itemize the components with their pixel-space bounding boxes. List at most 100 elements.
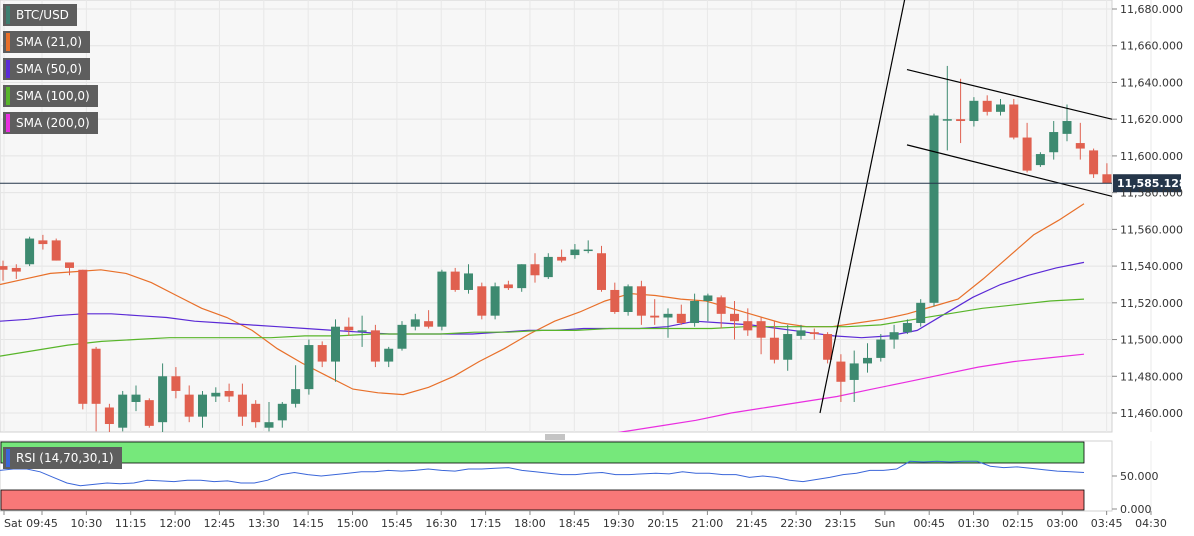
candle-body [1075, 143, 1085, 149]
candle-body [969, 100, 979, 122]
rsi-legend-item[interactable]: RSI (14,70,30,1) [3, 447, 122, 469]
candle-body [118, 394, 128, 428]
candle [996, 98, 1005, 116]
price-tick-label: 11,480.000 [1120, 370, 1183, 383]
rsi-line [0, 460, 1085, 487]
legend: BTC/USD SMA (21,0) SMA (50,0) SMA (100,0… [3, 4, 98, 139]
time-tick-label: 10:30 [71, 517, 103, 530]
time-tick-label: 02:15 [1002, 517, 1034, 530]
legend-item-btc-usd[interactable]: BTC/USD [3, 4, 77, 26]
legend-label: SMA (21,0) [16, 35, 83, 49]
candle [131, 385, 141, 412]
candle-body [730, 313, 739, 322]
time-tick-label: 04:30 [1135, 517, 1167, 530]
candle-body [863, 357, 872, 364]
candle-body [956, 119, 966, 122]
time-tick-label: 17:15 [470, 517, 502, 530]
legend-item-sma-21[interactable]: SMA (21,0) [3, 31, 91, 53]
candle-body [1022, 137, 1032, 171]
price-tick-label: 11,520.000 [1120, 297, 1183, 310]
candle [1049, 121, 1059, 160]
time-tick-label: 20:15 [647, 517, 679, 530]
legend-item-sma-50[interactable]: SMA (50,0) [3, 58, 91, 80]
candle [1022, 122, 1032, 173]
price-tick-label: 11,660.000 [1120, 40, 1183, 53]
legend-swatch [6, 114, 10, 132]
time-tick-label: 11:15 [115, 517, 147, 530]
time-tick-label: 00:45 [913, 517, 945, 530]
price-tick-label: 11,560.000 [1120, 223, 1183, 236]
candle [211, 387, 221, 402]
time-tick-label: 09:45 [26, 517, 58, 530]
candle-body [942, 119, 952, 121]
candle [424, 310, 434, 329]
panel-resize-handle[interactable] [545, 434, 565, 440]
candle [1009, 98, 1019, 140]
last-price-tag [1113, 174, 1181, 193]
candle [437, 269, 447, 331]
legend-swatch [6, 60, 10, 78]
price-tick-label: 11,460.000 [1120, 407, 1183, 420]
candle [623, 284, 633, 316]
candle [636, 280, 646, 325]
candle-body [65, 262, 74, 268]
candle [929, 113, 939, 307]
flagpole-line [819, 0, 906, 414]
candle [650, 299, 660, 325]
candle [25, 236, 35, 267]
candle-body [131, 394, 141, 402]
candle-body [809, 332, 819, 335]
price-tick-label: 11,540.000 [1120, 260, 1183, 273]
candle [78, 269, 88, 410]
candle [490, 282, 500, 320]
candle [1062, 104, 1072, 142]
price-tick-label: 11,500.000 [1120, 334, 1183, 347]
rsi-series-line [0, 460, 1085, 487]
candle [344, 317, 354, 336]
candle-body [743, 321, 753, 331]
candle [237, 383, 247, 426]
candle-body [1049, 132, 1059, 153]
legend-item-sma-100[interactable]: SMA (100,0) [3, 85, 98, 107]
candle [769, 321, 779, 364]
candle-body [650, 315, 660, 318]
candle-body [424, 321, 434, 327]
candle-body [304, 345, 314, 390]
candle-body [410, 319, 420, 327]
price-tick-label: 11,680.000 [1120, 3, 1183, 16]
candle-body [676, 313, 686, 324]
candle [809, 328, 819, 340]
candle [557, 249, 567, 263]
candle [583, 240, 593, 254]
time-tick-label: Sun [874, 517, 895, 530]
time-tick-label: 18:00 [514, 517, 546, 530]
candle-body [716, 297, 726, 314]
candle [796, 324, 806, 340]
candle-body [198, 394, 207, 417]
candle [450, 267, 460, 292]
candle-body [543, 256, 553, 278]
candle-body [291, 389, 301, 404]
candle [889, 324, 899, 349]
candle [676, 304, 686, 325]
rsi-tick-label: 50.000 [1120, 470, 1159, 483]
rsi-zones [0, 441, 1085, 511]
candle-body [902, 323, 912, 333]
moving-average-lines [0, 203, 1085, 432]
candle [331, 319, 340, 382]
candlesticks [0, 65, 1112, 432]
last-price-line: 11,585.128 [0, 174, 1187, 193]
candle-body [264, 422, 274, 428]
legend-item-sma-200[interactable]: SMA (200,0) [3, 112, 98, 134]
candle [477, 282, 487, 320]
rsi-oversold-zone [0, 489, 1085, 511]
candle [1075, 122, 1085, 160]
candle-body [530, 264, 540, 276]
candle [251, 400, 261, 428]
rsi-tick-label: 0.000 [1120, 503, 1152, 516]
candle [543, 253, 553, 279]
candle [370, 324, 380, 368]
time-tick-label: 21:45 [736, 517, 768, 530]
time-tick-label: 15:00 [337, 517, 369, 530]
